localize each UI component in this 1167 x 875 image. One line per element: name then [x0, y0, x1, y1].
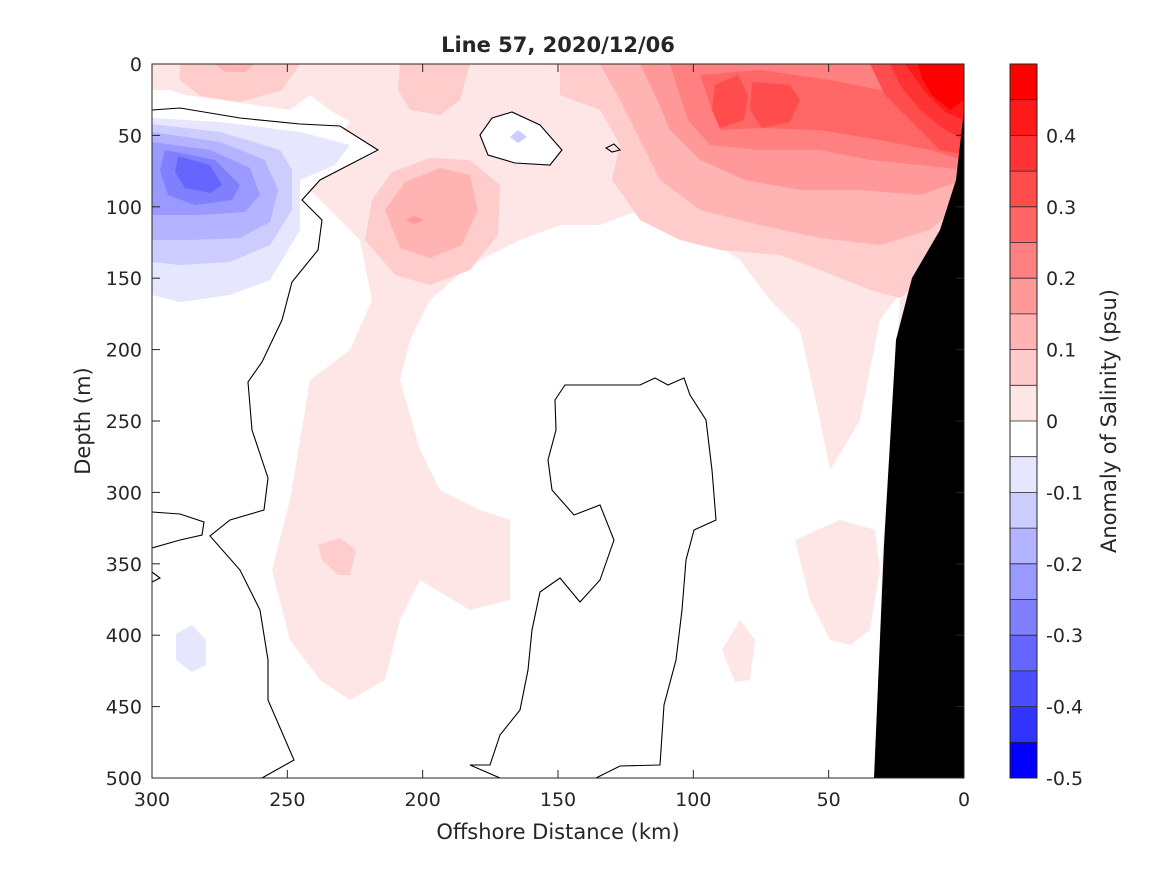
colorbar-tick-label: 0.2 [1046, 268, 1076, 290]
contour-fill-pos-topleft-1 [180, 64, 300, 102]
colorbar-tick-label: 0 [1046, 411, 1058, 433]
colorbar-segment [1010, 492, 1037, 529]
colorbar-segment [1010, 278, 1037, 315]
x-tick-label: 0 [958, 789, 970, 811]
colorbar-segment [1010, 742, 1037, 779]
contour-fill-neg-0-35 [175, 156, 222, 193]
x-tick-label: 150 [540, 789, 576, 811]
zero-contour-line-3 [152, 571, 162, 583]
contour-fill-pos-patch-1 [318, 538, 356, 575]
contour-fill-pos-patch-3 [722, 620, 755, 682]
y-tick-label: 200 [106, 340, 142, 362]
y-tick-label: 500 [106, 768, 142, 790]
zero-contour-line-2 [152, 511, 205, 549]
colorbar-tick-label: -0.1 [1046, 482, 1083, 504]
zero-contour-line-5 [604, 143, 622, 153]
contour-fill-pos-topleft-2 [215, 64, 255, 72]
y-axis-label: Depth (m) [71, 367, 95, 474]
colorbar-segment [1010, 635, 1037, 672]
y-tick-label: 100 [106, 197, 142, 219]
y-tick-label: 300 [106, 482, 142, 504]
colorbar-segment [1010, 456, 1037, 493]
zero-contour-lines [152, 107, 717, 778]
zero-contour-line-6 [469, 377, 717, 778]
y-axis: 0 50 100 150 200 250 300 350 400 450 500 [106, 54, 964, 790]
colorbar-segment [1010, 206, 1037, 243]
plot-area [151, 63, 965, 779]
land-mask [874, 110, 964, 778]
y-tick-label: 450 [106, 697, 142, 719]
y-tick-label: 0 [130, 54, 142, 76]
contour-fill-neg-small-2 [510, 130, 527, 143]
colorbar-segment [1010, 706, 1037, 743]
contour-fill-pos-0-35-a [712, 75, 748, 128]
colorbar-tick-label: -0.4 [1046, 697, 1083, 719]
colorbar-segment [1010, 349, 1037, 386]
colorbar-segment [1010, 242, 1037, 279]
y-tick-label: 250 [106, 411, 142, 433]
x-tick-label: 200 [405, 789, 441, 811]
colorbar-tick-label: -0.3 [1046, 625, 1083, 647]
contour-fill-pos-patch-2 [795, 520, 880, 645]
colorbar-tick-label: -0.2 [1046, 554, 1083, 576]
colorbar-segment [1010, 528, 1037, 565]
x-tick-label: 300 [134, 789, 170, 811]
colorbar-segment [1010, 421, 1037, 458]
x-tick-label: 50 [817, 789, 841, 811]
colorbar-ticks: 0.4 0.3 0.2 0.1 0 -0.1 -0.2 -0.3 -0.4 -0.5 [1046, 125, 1083, 790]
y-tick-label: 350 [106, 554, 142, 576]
colorbar-segment [1010, 171, 1037, 208]
contour-fill-pos-topcenter [398, 64, 470, 115]
colorbar-tick-label: 0.4 [1046, 125, 1076, 147]
x-tick-label: 100 [675, 789, 711, 811]
colorbar [1009, 63, 1038, 779]
colorbar-segment [1010, 135, 1037, 172]
zero-contour-line-4 [479, 111, 563, 166]
contour-fills [152, 64, 964, 778]
colorbar-label: Anomaly of Salinity (psu) [1097, 289, 1121, 553]
x-axis: 300 250 200 150 100 50 0 [134, 64, 970, 811]
y-tick-label: 50 [118, 125, 142, 147]
colorbar-segment [1010, 670, 1037, 708]
colorbar-tick-label: -0.5 [1046, 768, 1083, 790]
x-axis-label: Offshore Distance (km) [436, 820, 679, 844]
colorbar-frame [1009, 63, 1038, 779]
contour-fill-pos-blob-2 [385, 168, 478, 258]
colorbar-tick-label: 0.1 [1046, 340, 1076, 362]
chart-title: Line 57, 2020/12/06 [441, 33, 675, 57]
colorbar-segment [1010, 599, 1037, 636]
contour-fill-pos-blob-3 [406, 216, 424, 224]
y-tick-label: 400 [106, 625, 142, 647]
colorbar-segment [1010, 563, 1037, 600]
contour-fill-zero-topleft [152, 90, 350, 128]
contour-fill-zero-center [490, 378, 716, 778]
y-tick-label: 150 [106, 268, 142, 290]
colorbar-segment [1010, 313, 1037, 351]
contour-fill-pos-0-35-b [750, 82, 800, 128]
contour-fill-pos-0-5 [918, 64, 964, 110]
colorbar-segment [1010, 99, 1037, 136]
zero-contour-line-1 [152, 107, 380, 778]
colorbar-segment [1010, 64, 1037, 101]
colorbar-tick-label: 0.3 [1046, 197, 1076, 219]
contour-fill-neg-small-1 [176, 625, 206, 672]
colorbar-segment [1010, 385, 1037, 422]
x-tick-label: 250 [269, 789, 305, 811]
